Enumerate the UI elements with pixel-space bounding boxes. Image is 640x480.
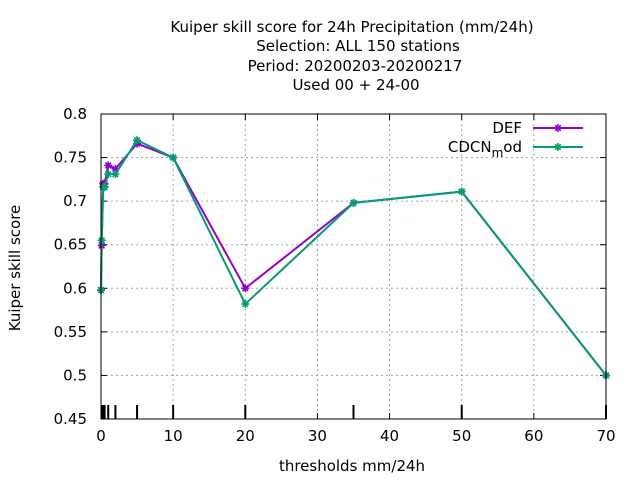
legend-label-cdcn-mod: CDCNmod	[448, 138, 522, 160]
y-tick-label: 0.6	[63, 279, 87, 297]
series-line	[100, 139, 607, 377]
legend-label-cdcn-main: CDCN	[448, 138, 492, 156]
y-tick-label: 0.8	[63, 105, 87, 123]
series-cdcn-mod	[97, 136, 610, 380]
x-tick-label: 40	[380, 427, 399, 445]
data-point	[349, 198, 358, 207]
title-line-3: Period: 20200203-20200217	[248, 57, 463, 75]
legend-label-cdcn-tail: od	[503, 138, 522, 156]
y-tick-label: 0.45	[54, 410, 87, 428]
x-tick-label: 30	[308, 427, 327, 445]
title-line-2: Selection: ALL 150 stations	[256, 37, 460, 55]
data-point	[104, 170, 113, 179]
data-point	[457, 187, 466, 196]
y-tick-label: 0.7	[63, 192, 87, 210]
title-line-1: Kuiper skill score for 24h Precipitation…	[170, 18, 533, 36]
legend-label-def: DEF	[492, 119, 522, 137]
grid-lines	[101, 114, 606, 419]
x-tick-label: 50	[452, 427, 471, 445]
data-point	[104, 161, 113, 170]
x-tick-label: 70	[596, 427, 615, 445]
x-axis-label: thresholds mm/24h	[279, 457, 425, 475]
y-tick-label: 0.5	[63, 366, 87, 384]
series-def	[97, 139, 610, 380]
y-axis-ticks: 0.45 0.5 0.55 0.6 0.65 0.7 0.75 0.8	[54, 105, 606, 428]
y-tick-label: 0.55	[54, 323, 87, 341]
data-point	[169, 153, 178, 162]
x-tick-label: 10	[164, 427, 183, 445]
series-line	[100, 142, 607, 377]
title-line-4: Used 00 + 24-00	[292, 76, 419, 94]
data-point	[241, 284, 250, 293]
legend: DEF CDCNmod	[448, 119, 583, 160]
data-point	[100, 183, 109, 192]
legend-entry-def: DEF	[492, 119, 583, 137]
series-plot	[97, 136, 610, 380]
data-point	[111, 164, 120, 173]
x-tick-label: 60	[524, 427, 543, 445]
data-point	[133, 136, 142, 145]
x-tick-label: 0	[96, 427, 106, 445]
y-tick-label: 0.75	[54, 149, 87, 167]
x-tick-label: 20	[236, 427, 255, 445]
x-axis-ticks: 0 10 20 30 40 50 60 70	[96, 114, 616, 445]
legend-marker-cdcn-mod	[554, 143, 562, 151]
legend-marker-def	[554, 124, 562, 132]
plot-frame	[100, 113, 607, 420]
legend-label-cdcn-sub: m	[492, 146, 504, 160]
y-axis-label: Kuiper skill score	[6, 205, 24, 332]
data-point	[111, 170, 120, 179]
data-point	[241, 299, 250, 308]
threshold-marks	[100, 405, 607, 419]
legend-entry-cdcn-mod: CDCNmod	[448, 138, 583, 160]
data-point	[97, 236, 106, 245]
y-tick-label: 0.65	[54, 236, 87, 254]
chart-title: Kuiper skill score for 24h Precipitation…	[170, 18, 533, 94]
